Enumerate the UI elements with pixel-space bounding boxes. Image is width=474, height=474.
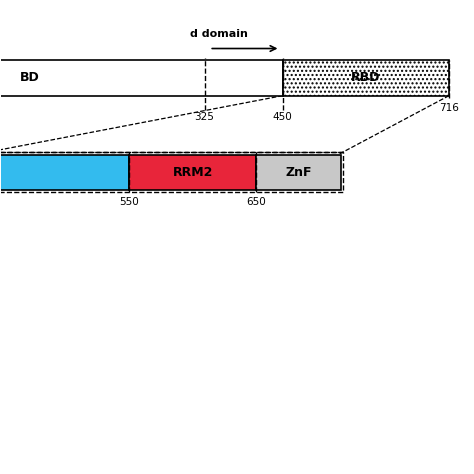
Bar: [256, 155, 341, 190]
Text: 550: 550: [119, 197, 139, 207]
Text: BD: BD: [20, 72, 40, 84]
Bar: [0, 155, 129, 190]
Bar: [0, 60, 283, 96]
Text: d domain: d domain: [191, 29, 248, 39]
Text: 325: 325: [195, 112, 215, 122]
Bar: [129, 155, 256, 190]
Text: RBD: RBD: [351, 72, 381, 84]
Text: 650: 650: [246, 197, 266, 207]
Text: RRM2: RRM2: [173, 166, 213, 179]
Text: 450: 450: [273, 112, 292, 122]
Text: 716: 716: [439, 103, 459, 113]
Bar: [0, 152, 343, 192]
Text: ZnF: ZnF: [285, 166, 312, 179]
Bar: [283, 60, 449, 96]
